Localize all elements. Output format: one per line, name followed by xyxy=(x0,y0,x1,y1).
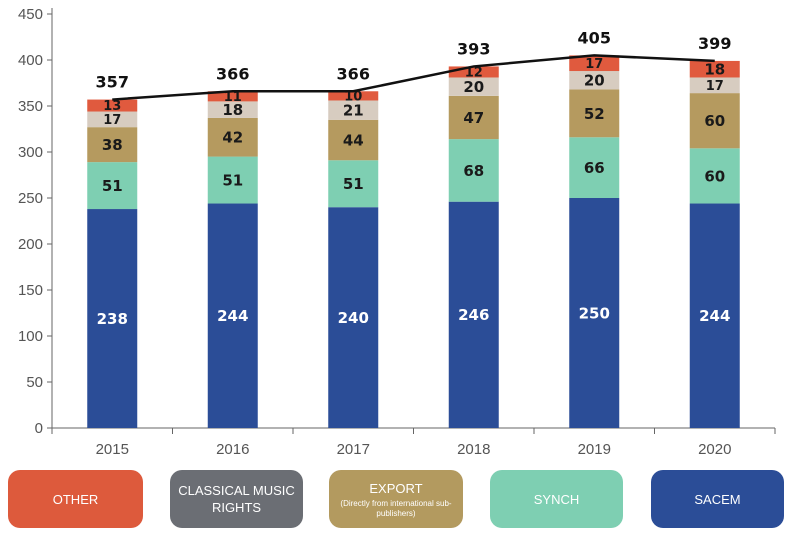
legend-item-classical-music-rights: CLASSICAL MUSIC RIGHTS xyxy=(170,470,303,528)
data-label: 17 xyxy=(585,57,603,72)
legend-sublabel-export: (Directly from international sub-publish… xyxy=(340,498,452,518)
x-tick-label: 2018 xyxy=(457,441,490,458)
legend-label-other: OTHER xyxy=(52,491,99,507)
data-label: 250 xyxy=(579,304,610,322)
legend-label-sacem: SACEM xyxy=(694,491,741,507)
data-label: 13 xyxy=(103,99,121,114)
legend-label-classical-music-rights: CLASSICAL MUSIC RIGHTS xyxy=(178,483,295,515)
x-tick-label: 2020 xyxy=(698,441,731,458)
data-label: 17 xyxy=(103,113,121,128)
total-label: 399 xyxy=(698,34,731,53)
bar-segment-other xyxy=(87,99,138,112)
total-label: 405 xyxy=(578,28,611,47)
x-tick-label: 2016 xyxy=(216,441,249,458)
total-line xyxy=(112,54,715,101)
data-label: 17 xyxy=(706,79,724,94)
bar-segment-classical-music-rights xyxy=(448,77,499,96)
data-label: 21 xyxy=(343,102,364,120)
data-label: 11 xyxy=(224,90,242,105)
total-label: 357 xyxy=(96,73,129,92)
data-label: 244 xyxy=(699,307,730,325)
data-label: 12 xyxy=(465,66,483,81)
legend-item-synch: SYNCH xyxy=(490,470,623,528)
bar-segment-synch xyxy=(569,137,620,198)
data-label: 47 xyxy=(463,109,484,127)
data-label: 20 xyxy=(463,78,484,96)
data-label: 60 xyxy=(704,167,725,185)
x-tick-label: 2015 xyxy=(96,441,129,458)
bar-segment-sacem xyxy=(207,203,258,428)
data-label: 18 xyxy=(704,61,725,79)
data-label: 246 xyxy=(458,306,489,324)
bar-segment-other xyxy=(448,66,499,78)
data-label: 10 xyxy=(344,90,362,105)
y-tick-label: 50 xyxy=(26,374,43,391)
data-label: 51 xyxy=(343,175,364,193)
bar-segment-synch xyxy=(448,139,499,202)
bar-segment-export xyxy=(87,127,138,163)
bar-segment-other xyxy=(569,55,620,72)
bar-segment-classical-music-rights xyxy=(328,100,379,120)
legend-item-sacem: SACEM xyxy=(651,470,784,528)
legend-item-other: OTHER xyxy=(8,470,143,528)
bar-segment-classical-music-rights xyxy=(569,71,620,90)
total-label: 393 xyxy=(457,39,490,58)
bar-segment-other xyxy=(207,91,258,102)
bar-segment-export xyxy=(328,119,379,161)
y-tick-label: 200 xyxy=(18,236,43,253)
y-tick-label: 150 xyxy=(18,282,43,299)
bar-segment-export xyxy=(689,93,740,149)
legend-item-export: EXPORT (Directly from international sub-… xyxy=(329,470,463,528)
bar-segment-sacem xyxy=(689,203,740,428)
bar-segment-export xyxy=(448,95,499,140)
total-label: 366 xyxy=(216,64,249,83)
bar-segment-sacem xyxy=(87,209,138,428)
data-label: 51 xyxy=(102,177,123,195)
y-tick-label: 100 xyxy=(18,328,43,345)
x-tick-label: 2017 xyxy=(337,441,370,458)
bar-segment-synch xyxy=(689,148,740,204)
legend: OTHER CLASSICAL MUSIC RIGHTS EXPORT (Dir… xyxy=(0,470,794,532)
bar-segment-synch xyxy=(207,156,258,204)
y-tick-label: 0 xyxy=(35,420,43,437)
data-label: 68 xyxy=(463,162,484,180)
y-tick-label: 250 xyxy=(18,190,43,207)
data-label: 38 xyxy=(102,136,123,154)
data-label: 51 xyxy=(222,171,243,189)
bar-segment-sacem xyxy=(448,201,499,428)
data-label: 20 xyxy=(584,72,605,90)
total-label: 366 xyxy=(337,64,370,83)
x-tick-label: 2019 xyxy=(578,441,611,458)
legend-label-export: EXPORT xyxy=(369,480,423,496)
data-label: 66 xyxy=(584,159,605,177)
data-label: 60 xyxy=(704,112,725,130)
bar-segment-other xyxy=(689,60,740,78)
bar-segment-classical-music-rights xyxy=(689,77,740,94)
data-label: 42 xyxy=(222,129,243,147)
bar-segment-export xyxy=(207,117,258,157)
y-tick-label: 450 xyxy=(18,6,43,23)
y-tick-label: 300 xyxy=(18,144,43,161)
bar-segment-synch xyxy=(328,160,379,208)
bar-segment-other xyxy=(328,91,379,101)
legend-label-synch: SYNCH xyxy=(533,491,580,507)
data-label: 240 xyxy=(338,309,369,327)
bar-segment-sacem xyxy=(328,207,379,428)
bar-segment-synch xyxy=(87,162,138,210)
bar-segment-sacem xyxy=(569,198,620,428)
data-label: 52 xyxy=(584,105,605,123)
data-label: 238 xyxy=(97,310,128,328)
data-label: 18 xyxy=(222,101,243,119)
data-label: 244 xyxy=(217,307,248,325)
stacked-bar-chart: 0501001502002503003504004502385138171320… xyxy=(18,6,776,458)
data-label: 44 xyxy=(343,131,364,149)
y-tick-label: 350 xyxy=(18,98,43,115)
y-tick-label: 400 xyxy=(18,52,43,69)
bar-segment-classical-music-rights xyxy=(87,111,138,128)
bar-segment-classical-music-rights xyxy=(207,101,258,118)
bar-segment-export xyxy=(569,89,620,138)
